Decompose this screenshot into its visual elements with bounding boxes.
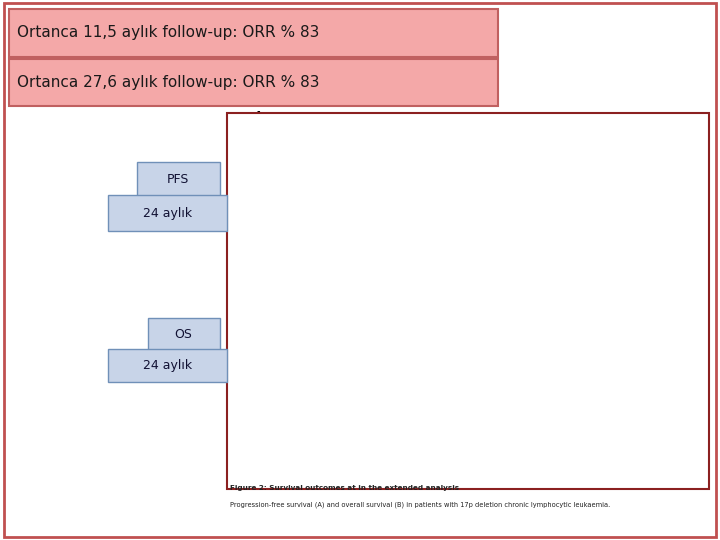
FancyBboxPatch shape [137,162,220,197]
Y-axis label: Overall survival (%): Overall survival (%) [254,318,261,387]
X-axis label: Time (months): Time (months) [464,435,519,444]
FancyBboxPatch shape [405,364,504,391]
Text: Number censored  0  3  3  5  5  5  7  10  11  11  11  12  13  29  75  84  86: Number censored 0 3 3 5 5 5 7 10 11 11 1… [284,291,477,296]
Text: % 75: % 75 [433,370,475,385]
Text: Number at risk  144  138  130  119  115  114  109  103  94  92  87  84  80  61  : Number at risk 144 138 130 119 115 114 1… [284,274,514,279]
Text: % 63: % 63 [433,200,475,215]
FancyBboxPatch shape [405,194,504,221]
FancyBboxPatch shape [148,318,220,351]
Text: Progression-free survival (A) and overall survival (B) in patients with 17p dele: Progression-free survival (A) and overal… [230,501,611,508]
Text: 24 aylık: 24 aylık [143,359,192,372]
Text: Ortanca 11,5 aylık follow-up: ORR % 83: Ortanca 11,5 aylık follow-up: ORR % 83 [17,25,320,40]
Text: 24 aylık: 24 aylık [143,206,192,220]
FancyBboxPatch shape [108,349,227,382]
Y-axis label: Progression-free survival (%): Progression-free survival (%) [254,137,261,238]
Text: Ortanca 27,6 aylık follow-up: ORR % 83: Ortanca 27,6 aylık follow-up: ORR % 83 [17,75,320,90]
Text: Number at risk  144  138  134  128  120  118  114  111  106  103  121  96  94  8: Number at risk 144 138 134 128 120 118 1… [284,438,524,443]
FancyBboxPatch shape [227,113,709,489]
Text: Number censored  0  3  3  5  7  7  8  10  10  22  13  15  16  22  84  100  105: Number censored 0 3 3 5 7 7 8 10 10 22 1… [284,456,485,461]
FancyBboxPatch shape [108,195,227,231]
Text: B: B [256,275,263,286]
FancyBboxPatch shape [9,9,498,57]
FancyBboxPatch shape [9,59,498,106]
Text: OS: OS [175,328,192,341]
Text: A: A [256,111,263,121]
Text: Figure 2: Survival outcomes at in the extended analysis: Figure 2: Survival outcomes at in the ex… [230,485,459,491]
Text: PFS: PFS [167,173,189,186]
